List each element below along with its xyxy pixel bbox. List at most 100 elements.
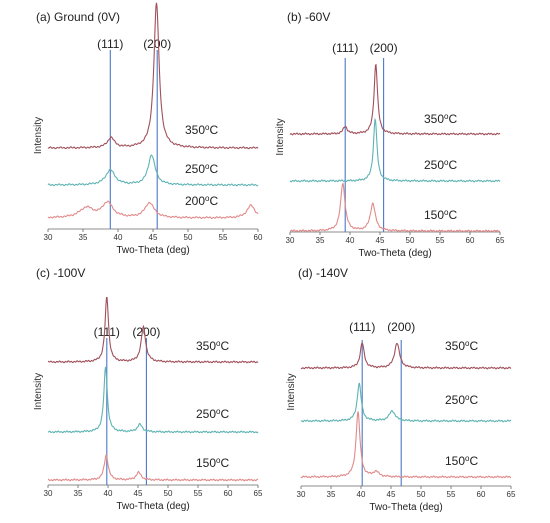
peak-marker-label: (111): [349, 320, 375, 334]
y-axis-label: Intensity: [286, 373, 297, 410]
degree-mark: o: [205, 194, 210, 203]
unit-mark: C: [209, 194, 218, 208]
x-tick-label: 65: [254, 489, 263, 498]
unit-mark: C: [209, 123, 218, 137]
degree-mark: o: [216, 456, 221, 465]
series-label: 250oC: [424, 158, 457, 172]
series-line: [300, 411, 511, 479]
degree-mark: o: [465, 393, 470, 402]
degree-mark: o: [465, 339, 470, 348]
series-line: [289, 182, 501, 233]
degree-mark: o: [465, 454, 470, 463]
unit-mark: C: [469, 393, 478, 407]
unit-mark: C: [220, 456, 229, 470]
x-tick-label: 65: [507, 490, 516, 499]
unit-mark: C: [209, 162, 218, 176]
x-tick-label: 45: [387, 490, 396, 499]
x-tick-label: 40: [114, 233, 123, 242]
peak-marker-label: (200): [132, 325, 160, 339]
unit-mark: C: [220, 407, 229, 421]
x-axis-label: Two-Theta (deg): [358, 248, 431, 259]
peak-marker-label: (200): [387, 320, 415, 334]
unit-mark: C: [469, 454, 478, 468]
degree-mark: o: [216, 339, 221, 348]
panel-2: (c) -100V Intensity 30 35 40 45 50 55 60 65 Two-Th…: [33, 266, 263, 512]
degree-mark: o: [444, 158, 449, 167]
x-tick-label: 55: [194, 489, 203, 498]
x-tick-label: 50: [184, 233, 193, 242]
series-label: 350oC: [196, 339, 229, 353]
x-tick-label: 35: [316, 236, 325, 245]
x-tick-label: 35: [327, 490, 336, 499]
x-tick-label: 30: [44, 233, 53, 242]
series-line: [47, 454, 259, 482]
series-line: [47, 154, 259, 187]
series-line: [47, 200, 259, 220]
degree-mark: o: [444, 208, 449, 217]
series-line: [300, 342, 512, 370]
y-axis-label: Intensity: [33, 117, 44, 154]
panel-title: (b) -60V: [287, 10, 330, 24]
x-tick-label: 60: [477, 490, 486, 499]
peak-marker-label: (111): [97, 37, 123, 51]
x-tick-label: 45: [376, 236, 385, 245]
x-tick-label: 30: [297, 490, 306, 499]
unit-mark: C: [220, 339, 229, 353]
peak-marker-label: (111): [94, 325, 120, 339]
panel-0: (a) Ground (0V) Intensity 30 35 40 45 50 55 60 Tw…: [33, 2, 263, 256]
x-tick-label: 50: [417, 490, 426, 499]
peak-marker-label: (111): [332, 41, 358, 55]
series-label: 250oC: [445, 393, 478, 407]
series-label: 250oC: [196, 407, 229, 421]
series-line: [289, 63, 501, 136]
x-tick-label: 50: [164, 489, 173, 498]
y-axis-label: Intensity: [275, 118, 286, 155]
y-axis-label: Intensity: [33, 373, 44, 410]
series-label: 350oC: [185, 123, 218, 137]
series-label: 200oC: [185, 194, 218, 208]
unit-mark: C: [469, 339, 478, 353]
peak-marker-label: (200): [143, 37, 171, 51]
x-axis-label: Two-Theta (deg): [116, 245, 189, 256]
x-tick-label: 50: [406, 236, 415, 245]
panel-title: (d) -140V: [298, 266, 348, 280]
panel-title: (a) Ground (0V): [36, 10, 120, 24]
x-tick-label: 55: [447, 490, 456, 499]
x-tick-label: 60: [254, 233, 263, 242]
series-label: 350oC: [424, 112, 457, 126]
degree-mark: o: [205, 162, 210, 171]
x-tick-label: 35: [79, 233, 88, 242]
series-line: [47, 366, 259, 434]
degree-mark: o: [216, 407, 221, 416]
x-axis-label: Two-Theta (deg): [116, 501, 189, 512]
x-axis-label: Two-Theta (deg): [369, 502, 442, 513]
series-line: [47, 2, 259, 150]
panel-1: (b) -60V Intensity 30 35 40 45 50 55 60 65 Two-The…: [275, 10, 505, 259]
x-tick-label: 55: [436, 236, 445, 245]
x-tick-label: 30: [286, 236, 295, 245]
x-tick-label: 55: [219, 233, 228, 242]
x-tick-label: 30: [44, 489, 53, 498]
series-label: 250oC: [185, 162, 218, 176]
x-tick-label: 45: [149, 233, 158, 242]
peak-marker-label: (200): [370, 41, 398, 55]
x-tick-label: 40: [104, 489, 113, 498]
x-tick-label: 45: [134, 489, 143, 498]
degree-mark: o: [205, 123, 210, 132]
series-label: 150oC: [424, 208, 457, 222]
x-tick-label: 60: [224, 489, 233, 498]
series-line: [300, 382, 512, 423]
x-tick-label: 60: [466, 236, 475, 245]
x-tick-label: 35: [74, 489, 83, 498]
series-line: [47, 296, 259, 364]
series-label: 150oC: [445, 454, 478, 468]
unit-mark: C: [448, 208, 457, 222]
panel-3: (d) -140V Intensity 30 35 40 45 50 55 60 65 Two-Th…: [286, 266, 516, 513]
series-label: 150oC: [196, 456, 229, 470]
panel-title: (c) -100V: [36, 266, 85, 280]
series-line: [289, 117, 501, 183]
x-tick-label: 40: [346, 236, 355, 245]
degree-mark: o: [444, 112, 449, 121]
unit-mark: C: [448, 158, 457, 172]
